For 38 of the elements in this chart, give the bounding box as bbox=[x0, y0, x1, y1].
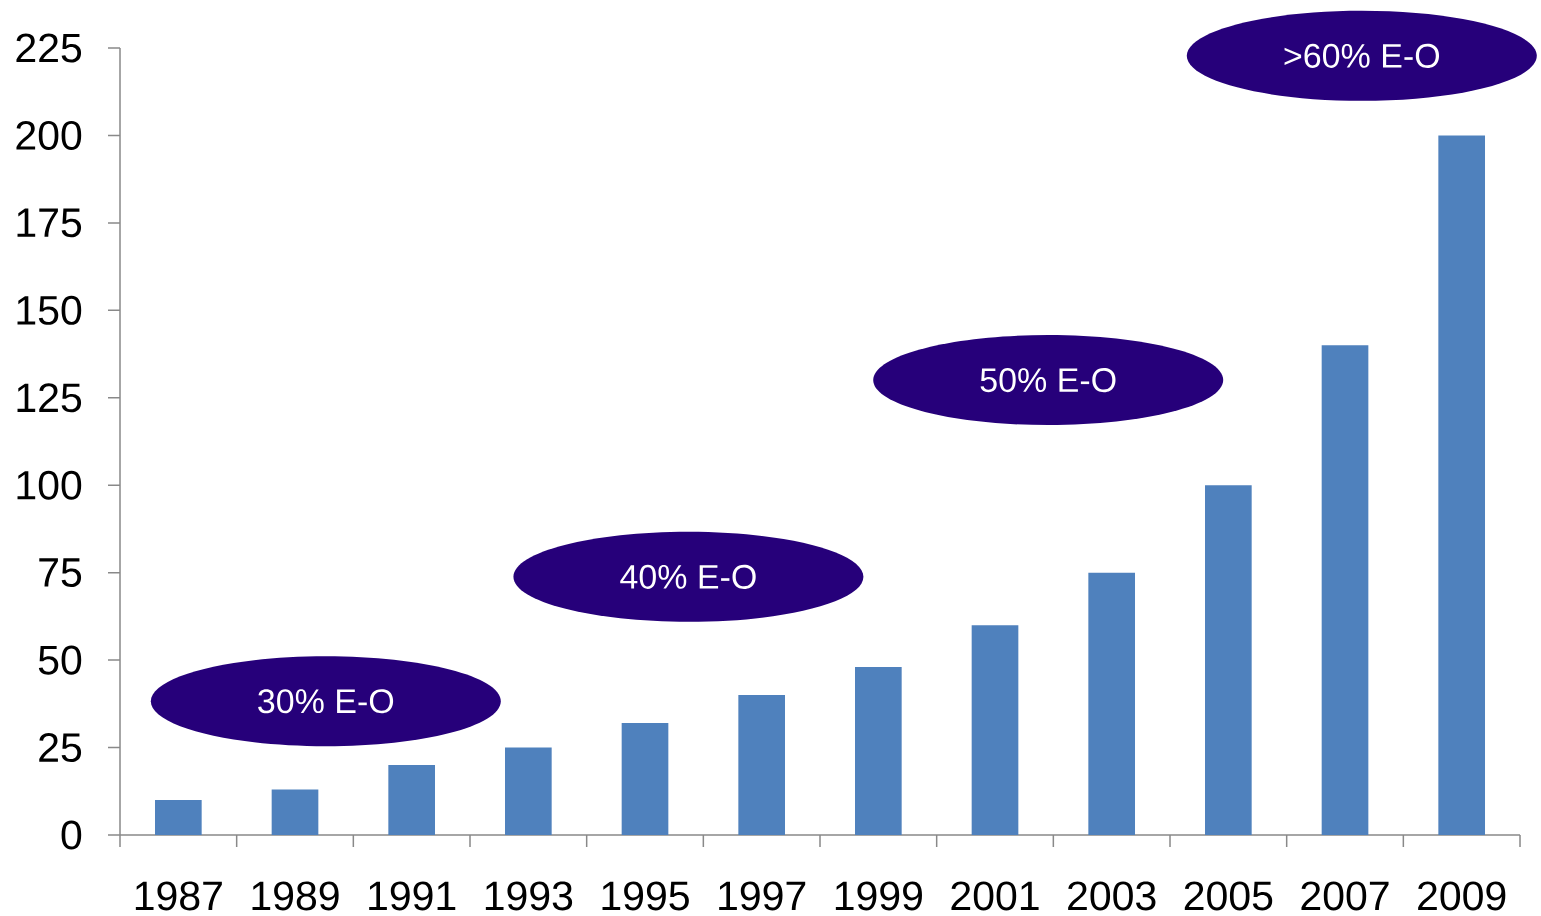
annotation: 30% E-O bbox=[258, 689, 394, 714]
y-tick-label: 25 bbox=[39, 733, 82, 763]
x-tick-label: 1993 bbox=[485, 881, 573, 911]
annotation: 40% E-O bbox=[620, 564, 756, 589]
bar bbox=[271, 789, 319, 835]
bar bbox=[855, 667, 902, 835]
x-tick-label: 2001 bbox=[951, 881, 1039, 911]
bar bbox=[1438, 135, 1486, 835]
y-tick-label: 0 bbox=[61, 820, 82, 850]
x-tick-label: 2007 bbox=[1301, 881, 1389, 911]
bar bbox=[388, 765, 435, 835]
x-tick-label: 1989 bbox=[252, 881, 339, 911]
annotation: >60% E-O bbox=[1284, 43, 1440, 68]
bar bbox=[738, 695, 785, 835]
x-tick-label: 1991 bbox=[369, 881, 456, 911]
x-tick-label: 2005 bbox=[1184, 881, 1273, 911]
x-tick-label: 1997 bbox=[719, 881, 806, 911]
y-tick-label: 100 bbox=[17, 470, 82, 500]
bar bbox=[155, 800, 202, 835]
x-tick-label: 1999 bbox=[835, 881, 922, 911]
x-tick-label: 1995 bbox=[602, 881, 689, 911]
bar bbox=[505, 747, 552, 835]
y-tick-label: 75 bbox=[39, 558, 82, 587]
y-tick-label: 150 bbox=[17, 295, 82, 325]
y-tick-label: 175 bbox=[17, 208, 82, 238]
x-tick-label: 2003 bbox=[1068, 881, 1156, 911]
x-tick-label: 2009 bbox=[1418, 881, 1506, 911]
y-tick-label: 200 bbox=[16, 120, 82, 150]
y-tick-label: 225 bbox=[16, 33, 82, 63]
y-tick-label: 125 bbox=[17, 383, 82, 413]
y-tick-label: 50 bbox=[38, 645, 82, 675]
bar bbox=[971, 625, 1019, 835]
bar bbox=[621, 723, 669, 835]
bar bbox=[1321, 345, 1369, 835]
annotation: 50% E-O bbox=[980, 368, 1116, 393]
bar bbox=[1205, 485, 1252, 835]
x-tick-label: 1987 bbox=[135, 881, 222, 911]
bar bbox=[1088, 572, 1136, 835]
